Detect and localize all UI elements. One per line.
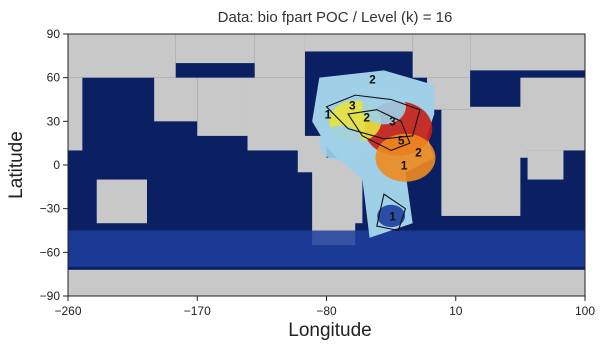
contour-label: 3 xyxy=(349,99,356,113)
southern-ocean-band xyxy=(68,230,585,267)
y-axis: 90 60 30 0 −30 −60 −90 xyxy=(40,27,68,303)
contour-label: 2 xyxy=(369,72,376,86)
land-mask xyxy=(68,269,585,296)
contour-label: 1 xyxy=(401,158,408,172)
contour-label: 1 xyxy=(389,209,396,223)
contour-line xyxy=(376,193,407,232)
land-mask xyxy=(412,34,471,78)
x-tick-label: −170 xyxy=(184,304,211,318)
land-mask xyxy=(326,165,363,224)
x-tick-label: −80 xyxy=(316,304,337,318)
x-tick-label: 10 xyxy=(449,304,463,318)
x-axis: −260 −170 −80 10 100 xyxy=(54,296,595,318)
land-mask xyxy=(254,34,305,78)
heat-cell xyxy=(375,133,436,182)
y-tick-label: 0 xyxy=(53,158,60,172)
contour-label: 5 xyxy=(398,134,405,148)
y-tick-label: −90 xyxy=(40,289,61,303)
y-tick-label: 60 xyxy=(47,71,61,85)
land-mask xyxy=(247,77,305,151)
land-mask xyxy=(96,179,147,224)
y-tick-label: 90 xyxy=(47,27,61,41)
land-mask xyxy=(68,34,176,78)
x-tick-label: 100 xyxy=(575,304,595,318)
heat-cell xyxy=(318,125,363,161)
contour-line xyxy=(325,94,421,140)
chart-title: Data: bio fpart POC / Level (k) = 16 xyxy=(218,9,453,26)
contour-label: 2 xyxy=(363,110,370,124)
x-axis-label: Longitude xyxy=(288,320,371,341)
y-axis-label: Latitude xyxy=(6,131,27,199)
land-mask xyxy=(470,106,528,158)
land-mask xyxy=(197,77,248,136)
contour-label: 1 xyxy=(325,107,332,121)
land-mask xyxy=(527,150,564,180)
heat-cell xyxy=(377,204,406,228)
land-mask xyxy=(304,34,413,52)
y-tick-label: −60 xyxy=(40,245,61,259)
heat-cell xyxy=(361,89,406,125)
land-mask xyxy=(470,34,585,71)
contour-label: 3 xyxy=(389,115,396,129)
land-mask xyxy=(68,77,83,151)
x-tick-label: −260 xyxy=(54,304,81,318)
y-tick-label: −30 xyxy=(40,202,61,216)
contour-label: 2 xyxy=(415,145,422,159)
contour-line xyxy=(347,109,411,152)
land-mask xyxy=(154,77,198,122)
y-tick-label: 30 xyxy=(47,114,61,128)
land-mask xyxy=(175,34,255,64)
land-mask xyxy=(520,77,585,151)
